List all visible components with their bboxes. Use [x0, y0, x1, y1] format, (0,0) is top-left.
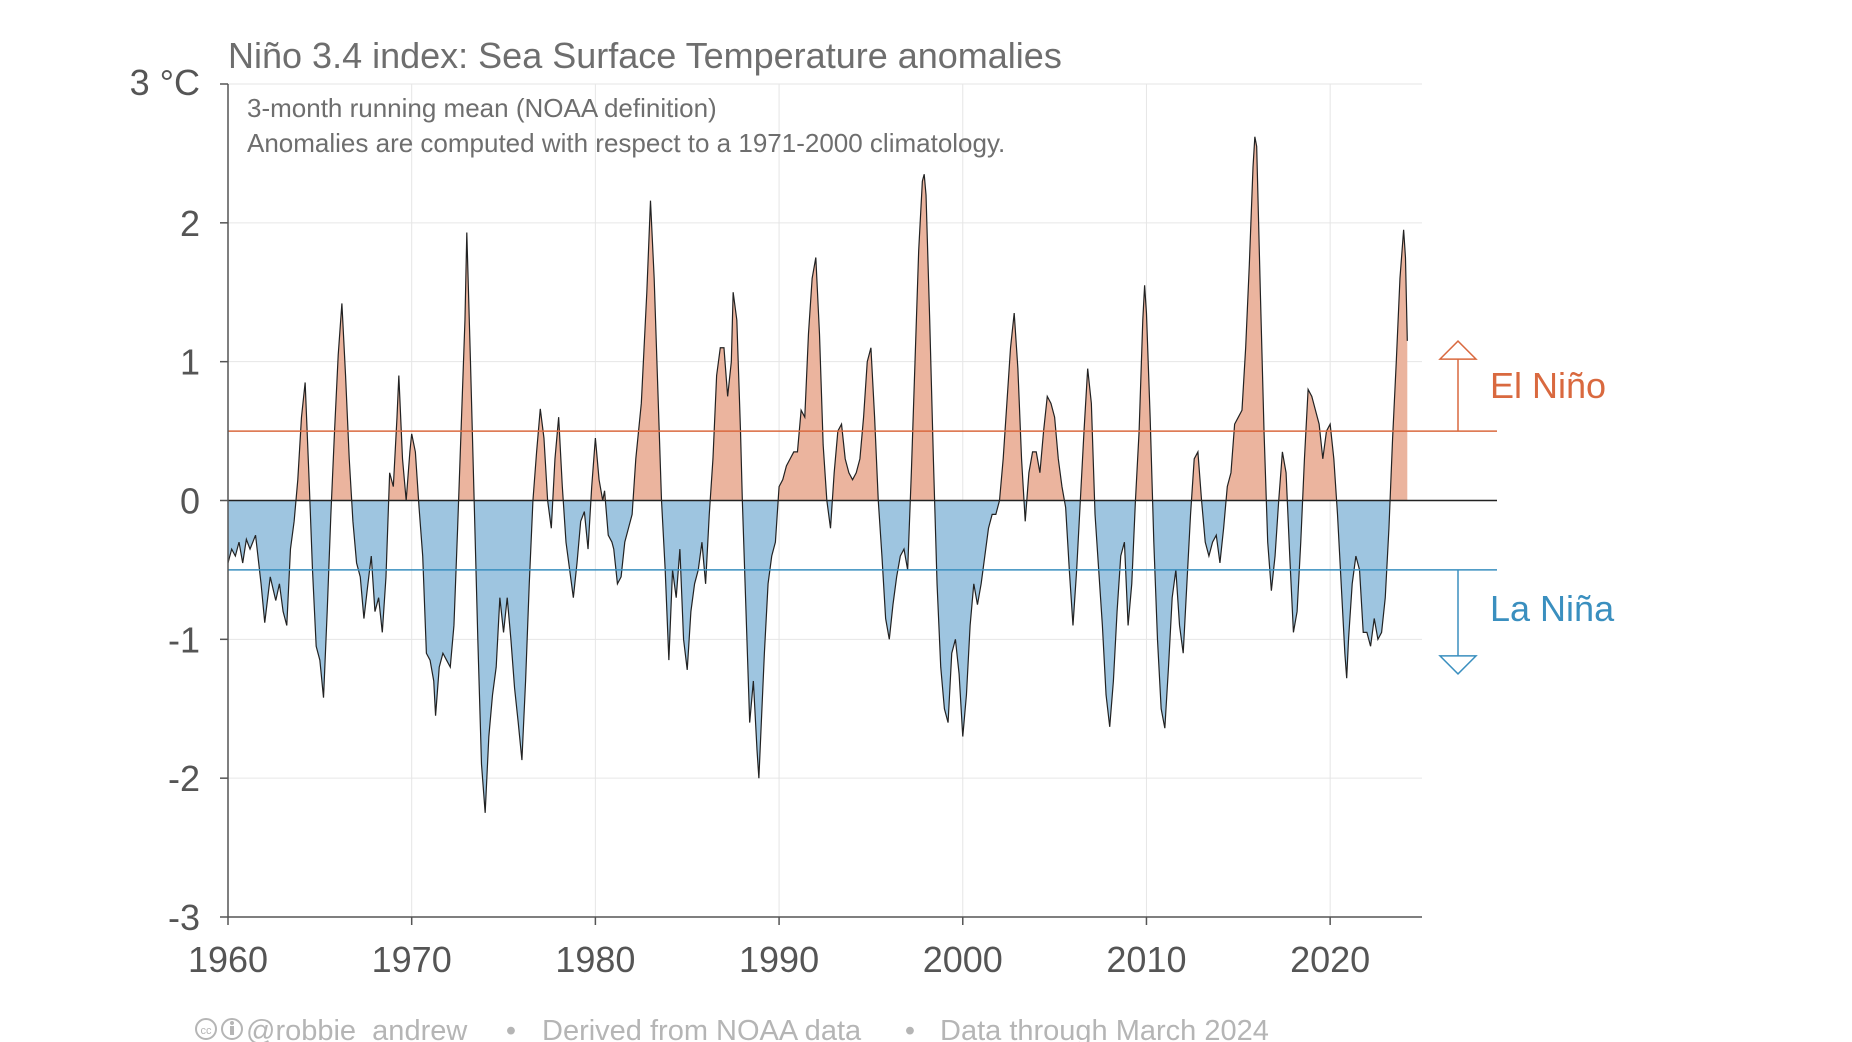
credit-through: Data through March 2024	[940, 1015, 1269, 1042]
credit-handle: @robbie_andrew	[246, 1015, 468, 1042]
el-nino-fill	[228, 136, 1408, 501]
svg-text:cc: cc	[201, 1025, 213, 1037]
attribution-icon	[221, 1018, 243, 1040]
y-tick-label: 0	[180, 481, 200, 522]
y-tick-label: -3	[168, 897, 200, 938]
el-nino-arrow-head	[1438, 340, 1478, 360]
chart-subtitle-line-1: 3-month running mean (NOAA definition)	[247, 93, 717, 123]
y-axis-unit-label: 3 °C	[130, 62, 200, 103]
la-nina-arrow-head	[1438, 655, 1478, 675]
x-tick-label: 2020	[1290, 939, 1370, 980]
x-tick-label: 1960	[188, 939, 268, 980]
la-nina-label: La Niña	[1490, 588, 1615, 629]
series-line	[227, 136, 1408, 813]
y-tick-label: -2	[168, 758, 200, 799]
y-tick-label: 1	[180, 342, 200, 383]
cc-license-icon: cc	[195, 1018, 217, 1040]
chart-subtitle-line-2: Anomalies are computed with respect to a…	[247, 128, 1005, 158]
x-tick-label: 1970	[372, 939, 452, 980]
el-nino-label: El Niño	[1490, 365, 1606, 406]
y-tick-label: -1	[168, 619, 200, 660]
credit-line: cc @robbie_andrew • Derived from NOAA da…	[195, 1015, 1269, 1042]
x-tick-label: 1990	[739, 939, 819, 980]
x-tick-label: 1980	[555, 939, 635, 980]
x-tick-label: 2000	[923, 939, 1003, 980]
anomaly-area	[227, 136, 1408, 813]
threshold-lines	[228, 340, 1497, 675]
credit-separator-2: •	[905, 1015, 915, 1042]
chart-title: Niño 3.4 index: Sea Surface Temperature …	[228, 35, 1062, 76]
credit-source: Derived from NOAA data	[542, 1015, 862, 1042]
x-tick-label: 2010	[1106, 939, 1186, 980]
axes: -3 -2 -1 0 1 2 1960 1970 1980 1990 2000 2010 2020	[168, 83, 1422, 980]
y-tick-label: 2	[180, 203, 200, 244]
credit-separator-1: •	[506, 1015, 516, 1042]
